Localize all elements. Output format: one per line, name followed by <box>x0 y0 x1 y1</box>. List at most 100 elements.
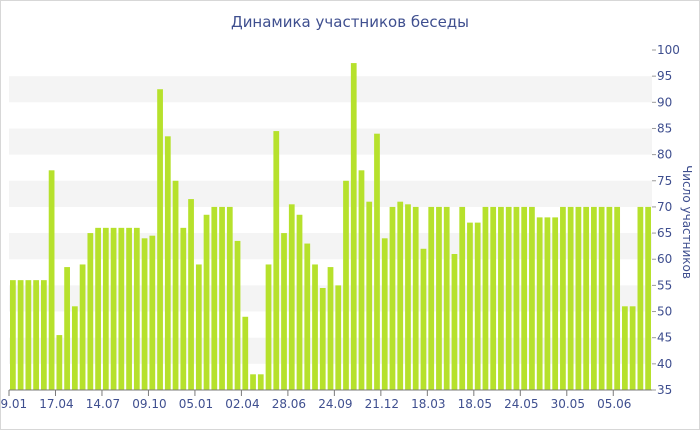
bar[interactable] <box>405 204 411 390</box>
bar[interactable] <box>397 201 404 390</box>
bar[interactable] <box>505 206 512 390</box>
bar[interactable] <box>234 240 241 390</box>
y-tick-label: 40 <box>657 357 672 371</box>
bar[interactable] <box>141 238 148 390</box>
bar[interactable] <box>257 374 264 390</box>
bar[interactable] <box>467 222 473 390</box>
bar[interactable] <box>126 227 132 390</box>
bar[interactable] <box>591 206 597 390</box>
bar[interactable] <box>459 206 466 390</box>
bar[interactable] <box>188 199 194 390</box>
bar[interactable] <box>296 214 303 390</box>
bar[interactable] <box>319 288 326 390</box>
bar[interactable] <box>366 201 373 390</box>
bar[interactable] <box>118 227 125 390</box>
bar[interactable] <box>327 267 334 390</box>
bar[interactable] <box>25 280 32 390</box>
bar[interactable] <box>614 206 621 390</box>
bar[interactable] <box>622 306 628 390</box>
bar[interactable] <box>482 206 489 390</box>
bar[interactable] <box>211 206 218 390</box>
bar[interactable] <box>242 316 249 390</box>
bar[interactable] <box>203 214 210 390</box>
bar[interactable] <box>513 206 520 390</box>
bar[interactable] <box>17 280 24 390</box>
bar[interactable] <box>281 233 287 390</box>
bar[interactable] <box>567 206 574 390</box>
bar[interactable] <box>412 206 419 390</box>
bar[interactable] <box>381 238 388 390</box>
chart-title: Динамика участников беседы <box>231 13 469 31</box>
bar[interactable] <box>529 206 535 390</box>
bar[interactable] <box>180 227 187 390</box>
bar[interactable] <box>490 206 497 390</box>
bar[interactable] <box>645 206 651 390</box>
bar[interactable] <box>102 227 109 390</box>
bar[interactable] <box>428 206 435 390</box>
bar[interactable] <box>95 227 101 390</box>
bar[interactable] <box>536 217 543 390</box>
x-tick-label: 18.05 <box>458 397 492 411</box>
bar[interactable] <box>312 264 318 390</box>
bar[interactable] <box>598 206 605 390</box>
bar[interactable] <box>265 264 272 390</box>
x-tick-label: 05.01 <box>179 397 213 411</box>
bar[interactable] <box>606 206 613 390</box>
x-tick-label: 24.09 <box>318 397 352 411</box>
x-tick-label: 19.01 <box>0 397 27 411</box>
bar[interactable] <box>288 204 295 390</box>
bar[interactable] <box>157 89 163 390</box>
y-tick-label: 75 <box>657 174 672 188</box>
bar[interactable] <box>273 131 280 390</box>
bar[interactable] <box>250 374 256 390</box>
bar[interactable] <box>474 222 481 390</box>
bar[interactable] <box>110 227 117 390</box>
grid-band <box>9 180 652 207</box>
bar[interactable] <box>79 264 86 390</box>
bar[interactable] <box>451 254 458 390</box>
bar[interactable] <box>133 227 140 390</box>
bar[interactable] <box>629 306 636 390</box>
bar[interactable] <box>304 243 311 390</box>
bar[interactable] <box>521 206 528 390</box>
x-tick-label: 30.05 <box>551 397 585 411</box>
bar[interactable] <box>172 180 179 390</box>
y-tick-label: 60 <box>657 252 672 266</box>
bar[interactable] <box>443 206 450 390</box>
x-tick-label: 21.12 <box>365 397 399 411</box>
bar[interactable] <box>637 206 644 390</box>
bar[interactable] <box>33 280 39 390</box>
bar[interactable] <box>575 206 582 390</box>
bar[interactable] <box>10 280 16 390</box>
bar[interactable] <box>195 264 202 390</box>
bar[interactable] <box>48 170 55 390</box>
bar[interactable] <box>64 267 70 390</box>
bar[interactable] <box>420 248 427 390</box>
bar[interactable] <box>226 206 233 390</box>
bar[interactable] <box>389 206 396 390</box>
bar[interactable] <box>350 63 357 390</box>
bar[interactable] <box>40 280 47 390</box>
y-tick-label: 70 <box>657 200 672 214</box>
bar[interactable] <box>583 206 590 390</box>
bar[interactable] <box>343 180 349 390</box>
y-tick-label: 85 <box>657 121 672 135</box>
bar[interactable] <box>56 335 63 390</box>
bar[interactable] <box>544 217 551 390</box>
y-tick-label: 65 <box>657 226 672 240</box>
bar[interactable] <box>498 206 504 390</box>
bar[interactable] <box>436 206 442 390</box>
bar[interactable] <box>71 306 78 390</box>
bar[interactable] <box>164 136 171 390</box>
y-tick-label: 95 <box>657 69 672 83</box>
bar[interactable] <box>358 170 365 390</box>
bar[interactable] <box>560 206 566 390</box>
x-tick-label: 17.04 <box>39 397 73 411</box>
bar[interactable] <box>149 235 156 390</box>
bar[interactable] <box>335 285 342 390</box>
bar[interactable] <box>87 233 94 390</box>
bar[interactable] <box>374 133 380 390</box>
bar[interactable] <box>552 217 559 390</box>
bar[interactable] <box>219 206 225 390</box>
